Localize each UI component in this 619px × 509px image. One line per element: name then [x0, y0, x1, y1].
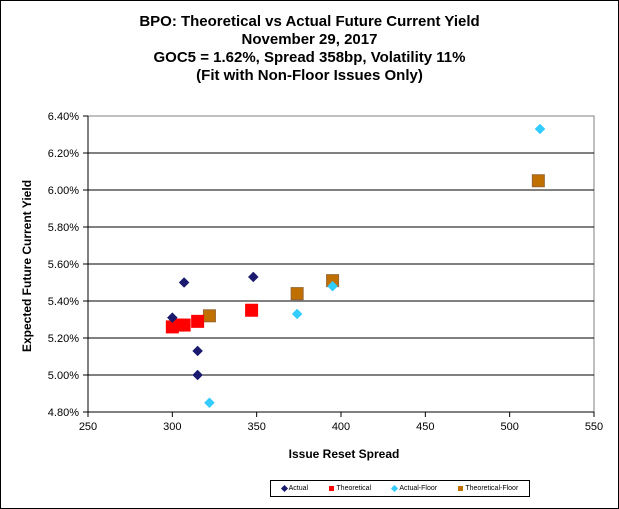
legend-label: Actual-Floor — [399, 485, 438, 492]
y-tick-label: 5.40% — [48, 296, 79, 308]
legend-item-actual: Actual — [280, 484, 309, 493]
actual-point — [192, 369, 203, 381]
square-marker-icon — [458, 486, 464, 491]
legend-label: Theoretical — [336, 485, 372, 492]
square-marker-icon — [329, 486, 335, 491]
actual-point — [178, 277, 190, 288]
x-tick-label: 300 — [163, 421, 181, 433]
chart-title-line-4: (Fit with Non-Floor Issues Only) — [196, 67, 423, 84]
chart-title: BPO: Theoretical vs Actual Future Curren… — [0, 13, 619, 85]
actual-floor-point — [534, 123, 546, 135]
actual-floor-point — [327, 280, 338, 292]
y-tick-label: 6.00% — [48, 185, 79, 197]
diamond-marker-icon — [280, 484, 288, 493]
gridlines — [88, 152, 594, 376]
diamond-marker-icon — [391, 484, 399, 493]
x-tick-label: 400 — [332, 421, 350, 433]
theoretical-point — [191, 314, 205, 328]
y-axis-label: Expected Future Current Yield — [20, 180, 34, 352]
x-axis-label: Issue Reset Spread — [289, 447, 400, 461]
theoretical-floor-point — [202, 309, 216, 323]
legend-label: Theoretical-Floor — [465, 485, 519, 492]
chart-title-line-2: November 29, 2017 — [241, 31, 378, 48]
theoretical-floor-point — [290, 287, 304, 301]
actual-floor-point — [204, 397, 215, 409]
axes — [83, 115, 595, 417]
legend: Actual Theoretical Actual-Floor Theoreti… — [270, 480, 530, 497]
y-tick-label: 5.80% — [48, 222, 79, 234]
y-tick-label: 5.00% — [48, 370, 79, 382]
x-tick-label: 450 — [416, 421, 434, 433]
actual-point — [192, 345, 203, 357]
legend-item-theoretical: Theoretical — [329, 485, 371, 492]
legend-label: Actual — [288, 485, 309, 492]
y-tick-label: 6.20% — [48, 148, 79, 160]
x-tick-label: 350 — [247, 421, 265, 433]
y-tick-label: 5.60% — [48, 259, 79, 271]
y-tick-label: 4.80% — [48, 407, 79, 419]
data-points — [165, 123, 546, 409]
chart-title-line-1: BPO: Theoretical vs Actual Future Curren… — [139, 13, 480, 30]
y-tick-label: 5.20% — [48, 333, 79, 345]
x-tick-label: 250 — [79, 421, 97, 433]
theoretical-point — [177, 318, 191, 332]
actual-point — [166, 312, 178, 324]
theoretical-floor-point — [531, 174, 545, 188]
actual-floor-point — [291, 308, 303, 320]
x-tick-label: 550 — [585, 421, 603, 433]
actual-point — [247, 271, 259, 283]
tick-labels: 4.80% 5.00% 5.20% 5.40% 5.60% 5.80% 6.00% 6.20%… — [48, 111, 603, 433]
legend-item-theoretical-floor: Theoretical-Floor — [458, 485, 518, 492]
legend-item-actual-floor: Actual-Floor — [391, 484, 438, 493]
y-tick-label: 6.40% — [48, 111, 79, 123]
chart-title-line-3: GOC5 = 1.62%, Spread 358bp, Volatility 1… — [153, 49, 466, 66]
theoretical-point — [245, 303, 259, 317]
x-tick-label: 500 — [500, 421, 518, 433]
